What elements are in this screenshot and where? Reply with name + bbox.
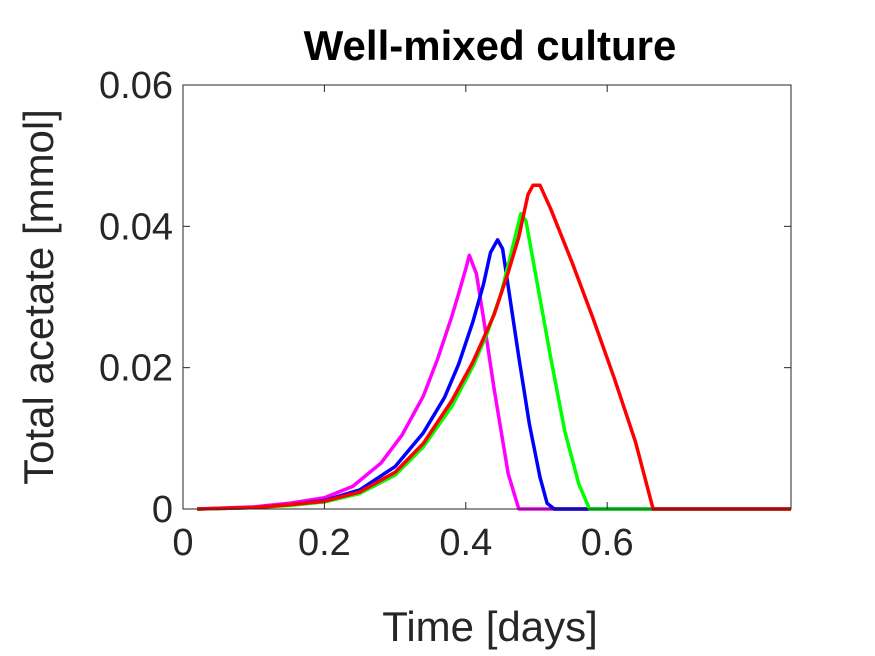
y-tick-label: 0.02 xyxy=(99,348,173,390)
y-tick-label: 0 xyxy=(152,489,173,531)
y-tick-label: 0.06 xyxy=(99,65,173,107)
y-axis-label: Total acetate [mmol] xyxy=(15,109,62,485)
series-line-2 xyxy=(197,238,791,511)
series-line-4 xyxy=(197,183,791,511)
series-line-3 xyxy=(197,211,791,511)
x-ticks: 0 0.2 0.4 0.6 xyxy=(172,85,634,564)
x-tick-label: 0.6 xyxy=(581,522,634,564)
x-axis-label: Time [days] xyxy=(382,603,598,650)
x-tick-label: 0 xyxy=(172,522,193,564)
series-line-1 xyxy=(197,253,791,511)
series-lines xyxy=(197,183,791,511)
y-ticks: 0 0.02 0.04 0.06 xyxy=(99,65,791,531)
x-tick-label: 0.2 xyxy=(298,522,351,564)
axes-box xyxy=(182,84,792,510)
chart-title: Well-mixed culture xyxy=(304,22,677,69)
x-tick-label: 0.4 xyxy=(439,522,492,564)
y-tick-label: 0.04 xyxy=(99,206,173,248)
